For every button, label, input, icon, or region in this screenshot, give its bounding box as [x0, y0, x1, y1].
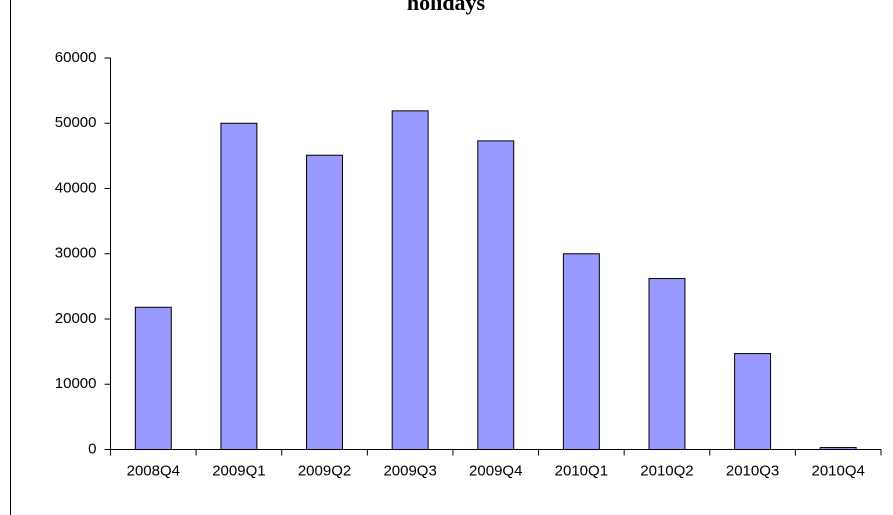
- x-tick-label: 2009Q4: [469, 462, 522, 479]
- bar: [220, 122, 258, 450]
- y-tick-label: 20000: [55, 310, 97, 327]
- y-tick-label: 50000: [55, 114, 97, 131]
- x-tick-label: 2010Q1: [555, 462, 608, 479]
- x-tick-label: 2009Q1: [212, 462, 265, 479]
- chart-title: holidays: [407, 0, 486, 15]
- y-tick-label: 10000: [55, 375, 97, 392]
- y-tick-label: 0: [88, 440, 96, 457]
- bar: [306, 154, 344, 450]
- y-tick-label: 60000: [55, 49, 97, 66]
- x-tick-label: 2009Q2: [298, 462, 351, 479]
- y-tick-label: 30000: [55, 245, 97, 262]
- bar: [562, 253, 600, 450]
- bar: [477, 140, 515, 450]
- x-tick-label: 2010Q2: [640, 462, 693, 479]
- bar: [391, 110, 429, 450]
- x-tick-label: 2008Q4: [127, 462, 180, 479]
- bar: [734, 353, 772, 450]
- x-tick-label: 2009Q3: [383, 462, 436, 479]
- x-tick-label: 2010Q4: [811, 462, 864, 479]
- x-tick-label: 2010Q3: [726, 462, 779, 479]
- y-tick-label: 40000: [55, 179, 97, 196]
- bar: [134, 306, 172, 450]
- bar: [648, 278, 686, 451]
